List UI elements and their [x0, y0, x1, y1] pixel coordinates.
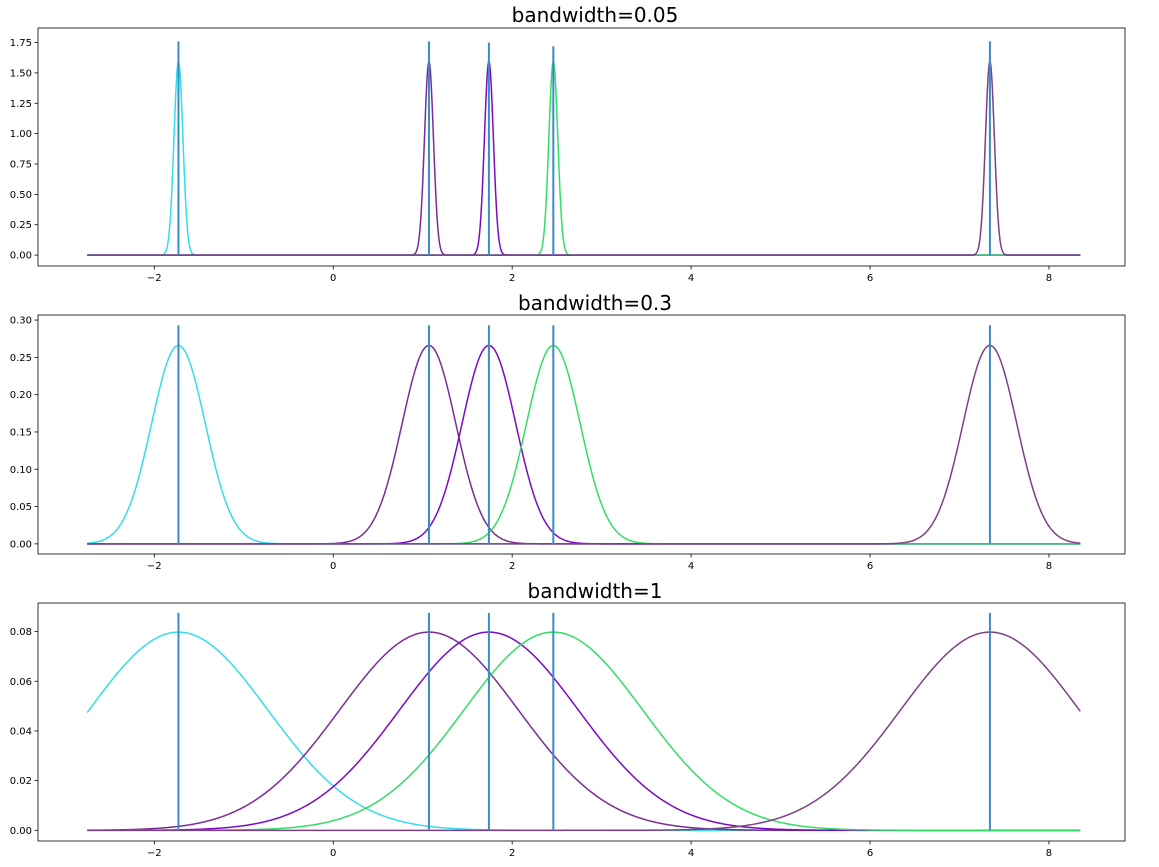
y-tick-label: 0.00 [10, 826, 32, 837]
x-tick-label: −2 [147, 561, 162, 572]
kernel-curve-5 [87, 344, 1081, 545]
y-tick-label: 0.06 [10, 677, 32, 688]
axes-frame [37, 27, 1126, 267]
y-tick-label: 0.15 [10, 427, 32, 438]
y-tick-label: 1.75 [10, 38, 32, 49]
panel-title: bandwidth=0.05 [512, 3, 679, 27]
panel-bandwidth-0.3: bandwidth=0.3 −2 0 2 4 6 8 0.00 0.05 0.10 0.15 0.2… [10, 291, 1126, 572]
panel-bandwidth-0.05: bandwidth=0.05 −2 0 2 4 6 8 0.00 0.25 0.50 0.75 1.… [10, 3, 1126, 284]
axes-frame [37, 314, 1126, 555]
kernel-curve-5 [87, 60, 1081, 256]
y-tick-label: 0.20 [10, 390, 32, 401]
x-tick-label: 6 [867, 848, 873, 859]
x-tick-label: 6 [867, 561, 873, 572]
y-tick-label: 1.00 [10, 129, 32, 140]
x-tick-label: 0 [330, 273, 336, 284]
x-tick-label: 4 [688, 561, 694, 572]
x-tick-label: 4 [688, 273, 694, 284]
x-tick-label: 2 [509, 273, 515, 284]
x-tick-label: 4 [688, 848, 694, 859]
panel-bandwidth-1: bandwidth=1 −2 0 2 4 6 8 0.00 0.02 0.04 0.06 0.08 [10, 579, 1126, 859]
y-tick-label: 0.25 [10, 353, 32, 364]
y-tick-label: 0.05 [10, 502, 32, 513]
x-tick-label: 8 [1046, 848, 1052, 859]
panel-title: bandwidth=1 [528, 579, 663, 603]
x-tick-label: −2 [147, 273, 162, 284]
x-tick-label: 8 [1046, 273, 1052, 284]
y-tick-label: 1.25 [10, 99, 32, 110]
kernel-curve-5 [87, 631, 1081, 832]
x-tick-label: 2 [509, 561, 515, 572]
y-tick-label: 0.04 [10, 726, 32, 737]
y-tick-label: 1.50 [10, 68, 32, 79]
axes-frame [37, 602, 1126, 842]
y-tick-label: 0.50 [10, 190, 32, 201]
y-tick-label: 0.25 [10, 220, 32, 231]
x-tick-label: 0 [330, 848, 336, 859]
y-tick-label: 0.00 [10, 539, 32, 550]
x-tick-label: 0 [330, 561, 336, 572]
y-tick-label: 0.10 [10, 465, 32, 476]
x-tick-label: 6 [867, 273, 873, 284]
x-tick-label: 8 [1046, 561, 1052, 572]
y-tick-label: 0.30 [10, 316, 32, 327]
x-tick-label: −2 [147, 848, 162, 859]
y-tick-label: 0.75 [10, 160, 32, 171]
panel-title: bandwidth=0.3 [518, 291, 672, 315]
y-tick-label: 0.02 [10, 776, 32, 787]
y-tick-label: 0.08 [10, 627, 32, 638]
y-tick-label: 0.00 [10, 251, 32, 262]
x-tick-label: 2 [509, 848, 515, 859]
